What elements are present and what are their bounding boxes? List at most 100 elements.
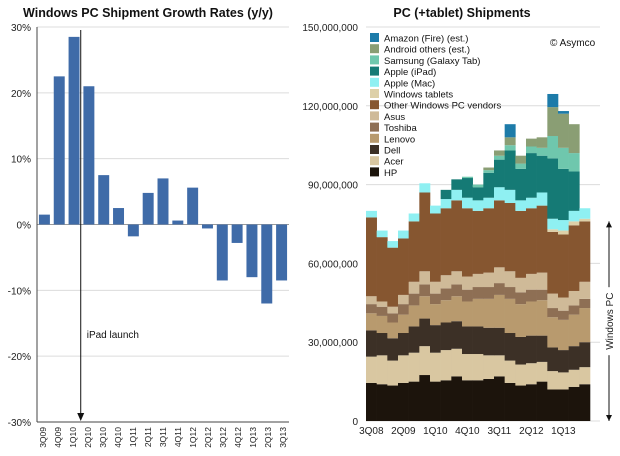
shipments-bar-segment [440,189,452,200]
shipments-bar-segment [387,313,399,323]
shipments-bar-segment [419,296,431,319]
growth-bar [187,187,199,225]
shipments-bar-segment [515,292,527,305]
shipments-bar-segment [419,346,431,376]
growth-x-tick-label: 4Q09 [53,427,63,448]
shipments-bar-segment [462,178,473,198]
growth-x-tick-label: 1Q13 [248,427,258,448]
shipments-bar-segment [387,385,399,421]
legend-label: Other Windows PC vendors [384,101,501,112]
shipments-bar-segment [536,335,548,362]
growth-x-tick-label: 3Q11 [158,427,168,447]
shipments-bar-segment [579,367,591,385]
shipments-bar-segment [536,155,548,193]
legend-label: Windows tablets [384,90,453,101]
shipments-bar-segment [472,273,484,288]
shipments-bar-segment [451,376,463,421]
shipments-bar-segment [419,284,431,297]
shipments-bar-segment [504,124,516,138]
legend-swatch [370,167,379,177]
shipments-bar-segment [547,371,559,390]
legend-swatch [370,55,379,65]
shipments-bar-segment [419,183,431,193]
shipments-x-ticks: 3Q08 2Q09 1Q10 4Q10 3Q11 2Q12 1Q13 [359,426,576,437]
shipments-bar-segment [398,294,409,305]
shipments-bar-segment [472,200,484,211]
shipments-bar-segment [408,281,420,294]
shipments-bar-segment [440,322,452,351]
shipments-bar-segment [494,155,505,160]
shipments-bar-segment [536,361,548,382]
legend-swatch [370,156,379,166]
shipments-bar-segment [536,147,548,156]
growth-y-tick-label: -10% [8,286,31,297]
growth-y-tick-label: 20% [11,89,31,100]
growth-axes [36,27,289,423]
legend-label: Amazon (Fire) (est.) [384,34,468,45]
legend-label: Lenovo [384,134,415,145]
shipments-bar-segment [387,360,399,386]
growth-bar [68,36,80,225]
shipments-y-tick-label: 90,000,000 [308,181,358,192]
legend-swatch [370,145,379,154]
shipments-x-tick-label: 4Q10 [455,426,480,437]
shipments-bar-segment [568,221,580,226]
shipments-bar-segment [568,346,580,370]
windows-pc-bracket: Windows PC [603,221,616,421]
shipments-legend: Amazon (Fire) (est.)Android others (est.… [370,33,501,179]
shipments-bar-segment [515,304,527,337]
shipments-bar-segment [579,298,591,309]
shipments-bar-segment [515,163,527,169]
shipments-bar-segment [536,205,548,273]
shipments-bar-segment [462,208,473,277]
growth-bar [246,224,258,278]
legend-label: Asus [384,112,405,123]
shipments-bar-segment [504,137,516,146]
shipments-bar-segment [398,333,409,356]
growth-bar [53,76,65,225]
shipments-bar-segment [515,385,527,421]
growth-y-tick-label: -30% [8,418,31,429]
shipments-bar-segment [440,208,452,276]
legend-label: Toshiba [384,123,417,134]
shipments-stacked-bars [366,93,591,421]
shipments-bar-segment [483,287,495,299]
shipments-bar-segment [366,382,377,421]
bracket-label: Windows PC [605,293,616,350]
growth-x-tick-label: 2Q10 [83,427,93,448]
growth-x-tick-label: 1Q11 [128,427,138,447]
shipments-bar-segment [526,273,537,290]
shipments-bar-segment [462,197,473,209]
shipments-bar-segment [494,150,505,156]
bracket-arrow-down [606,415,612,421]
legend-label: HP [384,168,397,179]
shipments-bar-segment [419,271,431,285]
shipments-bar-segment [472,326,484,355]
growth-bar [157,178,169,225]
shipments-bar-segment [579,218,591,222]
shipments-bar-segment [483,272,495,288]
shipments-y-tick-label: 150,000,000 [302,23,358,34]
shipments-bar-segment [430,281,441,294]
growth-bar [113,208,125,225]
shipments-bar-segment [526,197,537,209]
shipments-bar-segment [462,176,473,179]
growth-x-tick-label: 3Q13 [278,427,288,448]
shipments-bar-segment [387,306,399,314]
legend-swatch [370,66,379,76]
shipments-bar-segment [536,289,548,301]
shipments-bar-segment [504,287,516,299]
shipments-bar-segment [504,189,516,203]
shipments-bar-segment [526,384,537,421]
growth-x-tick-label: 2Q11 [143,427,153,447]
shipments-bar-segment [536,272,548,290]
shipments-bar-segment [451,179,463,190]
shipments-y-tick-label: 60,000,000 [308,259,358,270]
shipments-y-tick-label: 0 [352,417,358,428]
legend-swatch [370,111,379,121]
ipad-launch-arrowhead [77,413,85,421]
growth-bar [261,224,273,304]
growth-y-tick-label: 10% [11,155,31,166]
shipments-bar-segment [494,187,505,201]
shipments-bar-segment [547,107,559,137]
